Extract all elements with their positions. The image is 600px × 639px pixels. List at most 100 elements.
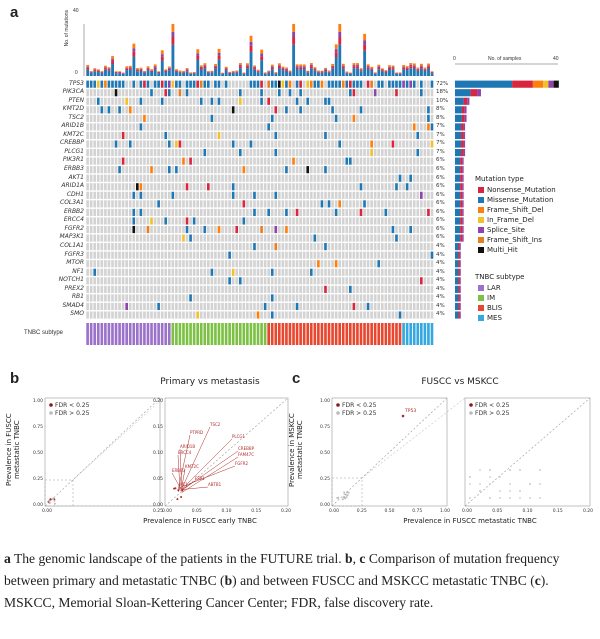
mutation-cell bbox=[246, 311, 249, 319]
mutation-cell bbox=[366, 251, 370, 259]
mutation-cell bbox=[317, 251, 320, 259]
mutation-cell bbox=[207, 131, 210, 140]
mutation-cell bbox=[267, 89, 270, 97]
mutation-count-bar bbox=[224, 70, 228, 76]
mutation-cell bbox=[377, 191, 381, 199]
mutation-cell bbox=[175, 114, 178, 122]
mutation-cell bbox=[370, 80, 373, 88]
mutation-cell bbox=[313, 260, 317, 268]
mutation-cell bbox=[89, 200, 93, 208]
mutation-cell bbox=[150, 131, 153, 140]
mutation-cell bbox=[146, 191, 150, 199]
mutation-cell bbox=[256, 243, 260, 251]
mutation-cell bbox=[104, 114, 107, 122]
mutation-cell bbox=[256, 183, 260, 191]
mutation-cell bbox=[157, 80, 160, 88]
mutation-cell bbox=[299, 311, 302, 319]
mutation-count-bar bbox=[118, 72, 122, 74]
mutation-cell bbox=[281, 200, 285, 208]
mutation-cell bbox=[356, 260, 359, 268]
mutation-cell bbox=[175, 131, 178, 140]
mutation-cell bbox=[114, 114, 118, 122]
mutation-cell bbox=[214, 174, 217, 182]
mutation-cell bbox=[338, 191, 341, 199]
mutation-cell bbox=[178, 302, 182, 311]
mutation-cell bbox=[409, 157, 412, 165]
mutation-cell bbox=[356, 285, 359, 293]
mutation-cell bbox=[121, 234, 125, 242]
mutation-cell bbox=[302, 294, 306, 302]
mutation-cell bbox=[356, 302, 359, 311]
mutation-cell bbox=[341, 208, 345, 216]
mutation-cell bbox=[104, 268, 107, 276]
mutation-cell bbox=[207, 149, 210, 157]
mutation-cell bbox=[427, 217, 430, 225]
mutation-cell bbox=[299, 200, 302, 208]
mutation-count-bar bbox=[93, 69, 97, 71]
mutation-cell bbox=[217, 183, 221, 191]
mutation-cell bbox=[338, 217, 341, 225]
mutation-count-bar bbox=[398, 73, 402, 74]
mutation-cell bbox=[320, 208, 324, 216]
mutation-count-bar bbox=[118, 73, 122, 76]
mutation-cell bbox=[118, 174, 121, 182]
mutation-count-bar bbox=[114, 71, 118, 72]
mutation-cell bbox=[317, 114, 320, 122]
mutation-cell bbox=[128, 208, 132, 216]
mutation-count-bar bbox=[352, 65, 356, 67]
mutation-cell bbox=[349, 140, 352, 148]
mutation-cell bbox=[143, 131, 146, 140]
mutation-cell bbox=[416, 268, 420, 276]
mutation-cell bbox=[388, 106, 391, 114]
mutation-cell bbox=[238, 140, 242, 148]
mutation-cell bbox=[309, 114, 313, 122]
mutation-cell bbox=[260, 123, 263, 131]
mutation-cell bbox=[224, 277, 228, 285]
mutation-cell bbox=[221, 234, 224, 242]
mutation-cell bbox=[203, 251, 207, 259]
mutation-cell bbox=[409, 106, 412, 114]
panel-c-point bbox=[346, 494, 349, 497]
mutation-cell bbox=[203, 234, 207, 242]
mutation-cell bbox=[253, 106, 256, 114]
mutation-count-bar bbox=[249, 45, 253, 52]
mutation-cell bbox=[370, 157, 373, 165]
gene-label: ERBB3 bbox=[63, 165, 84, 172]
subtype-cell bbox=[309, 323, 313, 345]
mutation-cell bbox=[363, 260, 366, 268]
mutation-cell bbox=[171, 311, 175, 319]
mutation-cell bbox=[196, 191, 199, 199]
mutation-cell bbox=[104, 285, 107, 293]
mutation-cell bbox=[356, 251, 359, 259]
panel-c-right-legend-dot-sig bbox=[469, 403, 473, 407]
subtype-cell bbox=[100, 323, 104, 345]
mutation-cell bbox=[214, 149, 217, 157]
panel-c-plot: 1.000.750.500.250.000.00 0.25 0.50 0.75 1.00… bbox=[320, 397, 593, 514]
mutation-cell bbox=[210, 225, 214, 234]
mutation-cell bbox=[132, 208, 136, 216]
mutation-cell bbox=[359, 217, 363, 225]
mutation-cell bbox=[150, 294, 153, 302]
mutation-cell bbox=[86, 89, 89, 97]
mutation-cell bbox=[309, 225, 313, 234]
mutation-cell bbox=[295, 183, 299, 191]
mutation-cell bbox=[235, 191, 239, 199]
mutation-cell bbox=[111, 140, 114, 148]
mutation-cell bbox=[107, 268, 111, 276]
mutation-cell bbox=[427, 285, 430, 293]
mutation-cell bbox=[427, 114, 430, 122]
mutation-cell bbox=[231, 285, 235, 293]
mutation-cell bbox=[146, 149, 150, 157]
mutation-count-bar bbox=[192, 73, 196, 74]
mutation-count-bar bbox=[412, 66, 416, 69]
mutation-cell bbox=[278, 260, 281, 268]
mutation-cell bbox=[359, 294, 363, 302]
gene-frequency-bar bbox=[455, 208, 461, 216]
mutation-cell bbox=[427, 97, 430, 105]
mutation-cell bbox=[345, 311, 349, 319]
mutation-cell bbox=[167, 97, 171, 105]
mutation-cell bbox=[420, 157, 423, 165]
mutation-cell bbox=[420, 80, 423, 88]
mutation-cell bbox=[331, 166, 334, 174]
mutation-cell bbox=[153, 243, 157, 251]
